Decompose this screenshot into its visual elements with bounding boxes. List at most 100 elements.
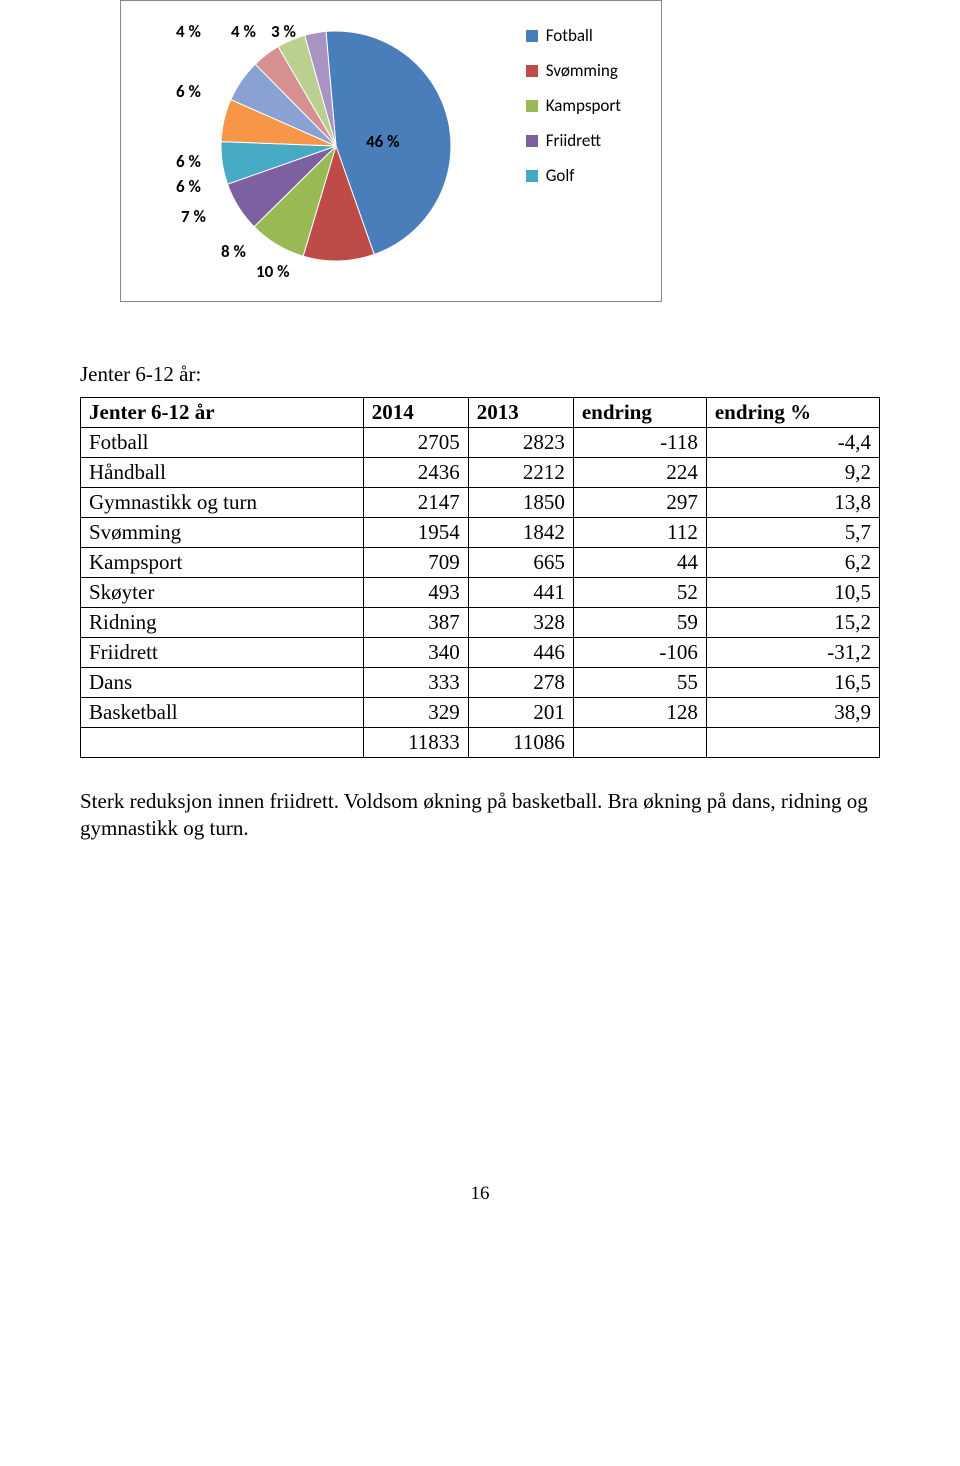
- section-heading: Jenter 6-12 år:: [80, 362, 880, 387]
- legend-label: Fotball: [546, 25, 593, 46]
- table-row: Håndball243622122249,2: [81, 458, 880, 488]
- table-cell: 55: [573, 668, 706, 698]
- table-cell: 709: [363, 548, 468, 578]
- table-cell: 2823: [468, 428, 573, 458]
- body-text: Sterk reduksjon innen friidrett. Voldsom…: [80, 788, 880, 843]
- pie-slice-label: 10 %: [256, 261, 289, 282]
- table-header-cell: 2013: [468, 398, 573, 428]
- table-cell: 2705: [363, 428, 468, 458]
- legend-swatch: [526, 30, 538, 42]
- pie-slice-label: 4 %: [176, 21, 201, 42]
- table-row: Kampsport709665446,2: [81, 548, 880, 578]
- pie-slice-label: 6 %: [176, 81, 201, 102]
- table-header-cell: Jenter 6-12 år: [81, 398, 364, 428]
- table-cell: Håndball: [81, 458, 364, 488]
- table-row: Friidrett340446-106-31,2: [81, 638, 880, 668]
- legend-label: Friidrett: [546, 130, 601, 151]
- table-row: Basketball32920112838,9: [81, 698, 880, 728]
- pie-slice-label: 6 %: [176, 176, 201, 197]
- table-cell: 10,5: [706, 578, 879, 608]
- table-cell: Fotball: [81, 428, 364, 458]
- table-cell: 16,5: [706, 668, 879, 698]
- legend-item: Friidrett: [526, 130, 621, 151]
- table-cell: 9,2: [706, 458, 879, 488]
- legend-item: Fotball: [526, 25, 621, 46]
- pie-chart-box: 46 % 10 % 8 % 7 % 6 % 6 % 6 % 4 % 4 % 3 % Fotball…: [120, 0, 662, 302]
- table-cell: Ridning: [81, 608, 364, 638]
- table-cell: 5,7: [706, 518, 879, 548]
- table-cell: 13,8: [706, 488, 879, 518]
- table-cell: 2147: [363, 488, 468, 518]
- legend-swatch: [526, 100, 538, 112]
- table-row: Ridning3873285915,2: [81, 608, 880, 638]
- table-cell: 59: [573, 608, 706, 638]
- table-row: 1183311086: [81, 728, 880, 758]
- legend-item: Golf: [526, 165, 621, 186]
- pie-slice-label: 8 %: [221, 241, 246, 262]
- table-cell: -118: [573, 428, 706, 458]
- table-cell: 665: [468, 548, 573, 578]
- table-cell: 38,9: [706, 698, 879, 728]
- table-row: Fotball27052823-118-4,4: [81, 428, 880, 458]
- table-cell: 1954: [363, 518, 468, 548]
- table-cell: [573, 728, 706, 758]
- legend-item: Svømming: [526, 60, 621, 81]
- legend-label: Golf: [546, 165, 575, 186]
- legend: Fotball Svømming Kampsport Friidrett Golf: [526, 11, 621, 200]
- table-cell: Svømming: [81, 518, 364, 548]
- table-row: Gymnastikk og turn2147185029713,8: [81, 488, 880, 518]
- table-cell: Kampsport: [81, 548, 364, 578]
- table-header-cell: endring: [573, 398, 706, 428]
- legend-swatch: [526, 170, 538, 182]
- table-cell: 112: [573, 518, 706, 548]
- table-cell: [706, 728, 879, 758]
- table-cell: 278: [468, 668, 573, 698]
- pie-slice-label: 3 %: [271, 21, 296, 42]
- table-row: Dans3332785516,5: [81, 668, 880, 698]
- table-cell: 201: [468, 698, 573, 728]
- table-cell: Gymnastikk og turn: [81, 488, 364, 518]
- table-cell: 6,2: [706, 548, 879, 578]
- table-cell: 1842: [468, 518, 573, 548]
- table-cell: -4,4: [706, 428, 879, 458]
- table-cell: 328: [468, 608, 573, 638]
- table-cell: Basketball: [81, 698, 364, 728]
- table-cell: 387: [363, 608, 468, 638]
- pie-slice-label: 4 %: [231, 21, 256, 42]
- table-cell: 2212: [468, 458, 573, 488]
- table-header-cell: 2014: [363, 398, 468, 428]
- table-cell: 15,2: [706, 608, 879, 638]
- table-cell: 329: [363, 698, 468, 728]
- table-cell: 493: [363, 578, 468, 608]
- pie-chart: [216, 26, 456, 266]
- legend-swatch: [526, 65, 538, 77]
- table-cell: 1850: [468, 488, 573, 518]
- table-cell: 441: [468, 578, 573, 608]
- table-cell: 11086: [468, 728, 573, 758]
- table-cell: 333: [363, 668, 468, 698]
- table-cell: 224: [573, 458, 706, 488]
- pie-slice-label: 46 %: [366, 131, 399, 152]
- legend-label: Kampsport: [546, 95, 621, 116]
- table-cell: Dans: [81, 668, 364, 698]
- pie-slice-label: 6 %: [176, 151, 201, 172]
- table-cell: 2436: [363, 458, 468, 488]
- table-cell: 446: [468, 638, 573, 668]
- table-cell: -31,2: [706, 638, 879, 668]
- table-cell: 11833: [363, 728, 468, 758]
- data-table: Jenter 6-12 år20142013endringendring % F…: [80, 397, 880, 758]
- table-cell: -106: [573, 638, 706, 668]
- table-cell: Skøyter: [81, 578, 364, 608]
- table-cell: Friidrett: [81, 638, 364, 668]
- table-cell: 52: [573, 578, 706, 608]
- legend-swatch: [526, 135, 538, 147]
- table-cell: 297: [573, 488, 706, 518]
- pie-slice-label: 7 %: [181, 206, 206, 227]
- page-number: 16: [80, 1183, 880, 1205]
- legend-item: Kampsport: [526, 95, 621, 116]
- table-cell: 44: [573, 548, 706, 578]
- table-header-cell: endring %: [706, 398, 879, 428]
- table-cell: [81, 728, 364, 758]
- table-row: Svømming195418421125,7: [81, 518, 880, 548]
- table-cell: 128: [573, 698, 706, 728]
